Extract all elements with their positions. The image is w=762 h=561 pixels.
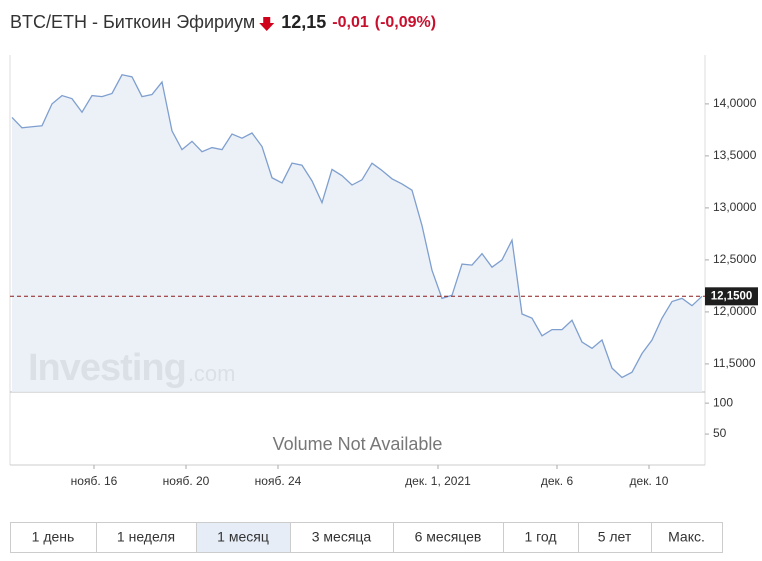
x-tick-label: нояб. 24 <box>255 474 302 488</box>
x-tick-label: дек. 6 <box>541 474 574 488</box>
price-line <box>11 74 703 379</box>
period-label[interactable]: Макс. <box>668 529 705 545</box>
period-label[interactable]: 6 месяцев <box>415 529 482 545</box>
period-label[interactable]: 1 неделя <box>117 529 175 545</box>
volume-tick-label: 50 <box>713 426 727 440</box>
price: 12,15 <box>281 12 326 32</box>
period-label[interactable]: 1 год <box>524 529 556 545</box>
y-tick-label: 11,5000 <box>713 356 756 370</box>
y-tick-label: 14,0000 <box>713 96 757 110</box>
change-pct: (-0,09%) <box>375 14 436 31</box>
x-tick-label: нояб. 16 <box>71 474 118 488</box>
period-button[interactable] <box>196 522 291 553</box>
y-tick-label: 12,5000 <box>713 252 757 266</box>
period-button[interactable] <box>578 522 652 553</box>
volume-tick-label: 100 <box>713 395 733 409</box>
volume-note: Volume Not Available <box>273 434 443 454</box>
y-tick-label: 13,5000 <box>713 148 757 162</box>
period-label[interactable]: 1 день <box>32 529 75 545</box>
last-price-label: 12,1500 <box>711 290 753 302</box>
period-button[interactable] <box>393 522 504 553</box>
period-button[interactable] <box>651 522 723 553</box>
area <box>12 74 702 393</box>
change: -0,01 <box>332 14 369 31</box>
down-arrow <box>259 17 275 31</box>
last-price-box <box>705 287 758 306</box>
period-label[interactable]: 3 месяца <box>312 529 372 545</box>
title: BTC/ETH - Биткоин Эфириум <box>10 12 255 32</box>
period-label[interactable]: 5 лет <box>598 529 632 545</box>
period-button[interactable] <box>290 522 394 553</box>
x-tick-label: нояб. 20 <box>163 474 210 488</box>
y-tick-label: 12,0000 <box>713 304 757 318</box>
y-tick-label: 13,0000 <box>713 200 757 214</box>
x-tick-label: дек. 1, 2021 <box>405 474 471 488</box>
x-tick-label: дек. 10 <box>630 474 669 488</box>
period-label[interactable]: 1 месяц <box>217 529 269 545</box>
